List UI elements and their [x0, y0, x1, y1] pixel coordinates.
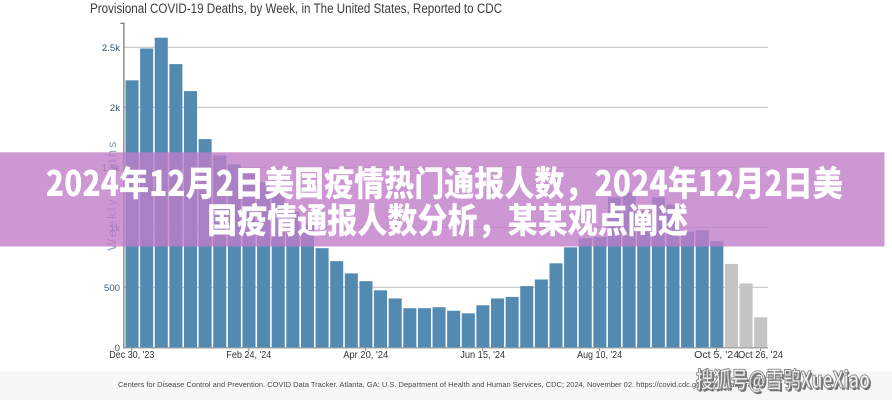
- svg-text:0: 0: [115, 343, 120, 354]
- svg-text:Provisional COVID-19 Deaths, b: Provisional COVID-19 Deaths, by Week, in…: [90, 1, 502, 16]
- svg-text:Jun 15, '24: Jun 15, '24: [460, 350, 505, 361]
- svg-text:Aug 10, '24: Aug 10, '24: [577, 350, 622, 361]
- svg-text:Oct 26, '24: Oct 26, '24: [738, 350, 783, 361]
- svg-text:Dec 30, '23: Dec 30, '23: [109, 350, 154, 361]
- svg-text:Centers for Disease Control an: Centers for Disease Control and Preventi…: [118, 380, 767, 389]
- svg-text:Oct 5, '24: Oct 5, '24: [694, 350, 739, 361]
- svg-text:Apr 20, '24: Apr 20, '24: [343, 350, 388, 361]
- svg-text:2.5k: 2.5k: [102, 43, 120, 54]
- svg-text:Feb 24, '24: Feb 24, '24: [226, 350, 271, 361]
- svg-text:2k: 2k: [110, 103, 120, 114]
- svg-text:500: 500: [104, 283, 120, 294]
